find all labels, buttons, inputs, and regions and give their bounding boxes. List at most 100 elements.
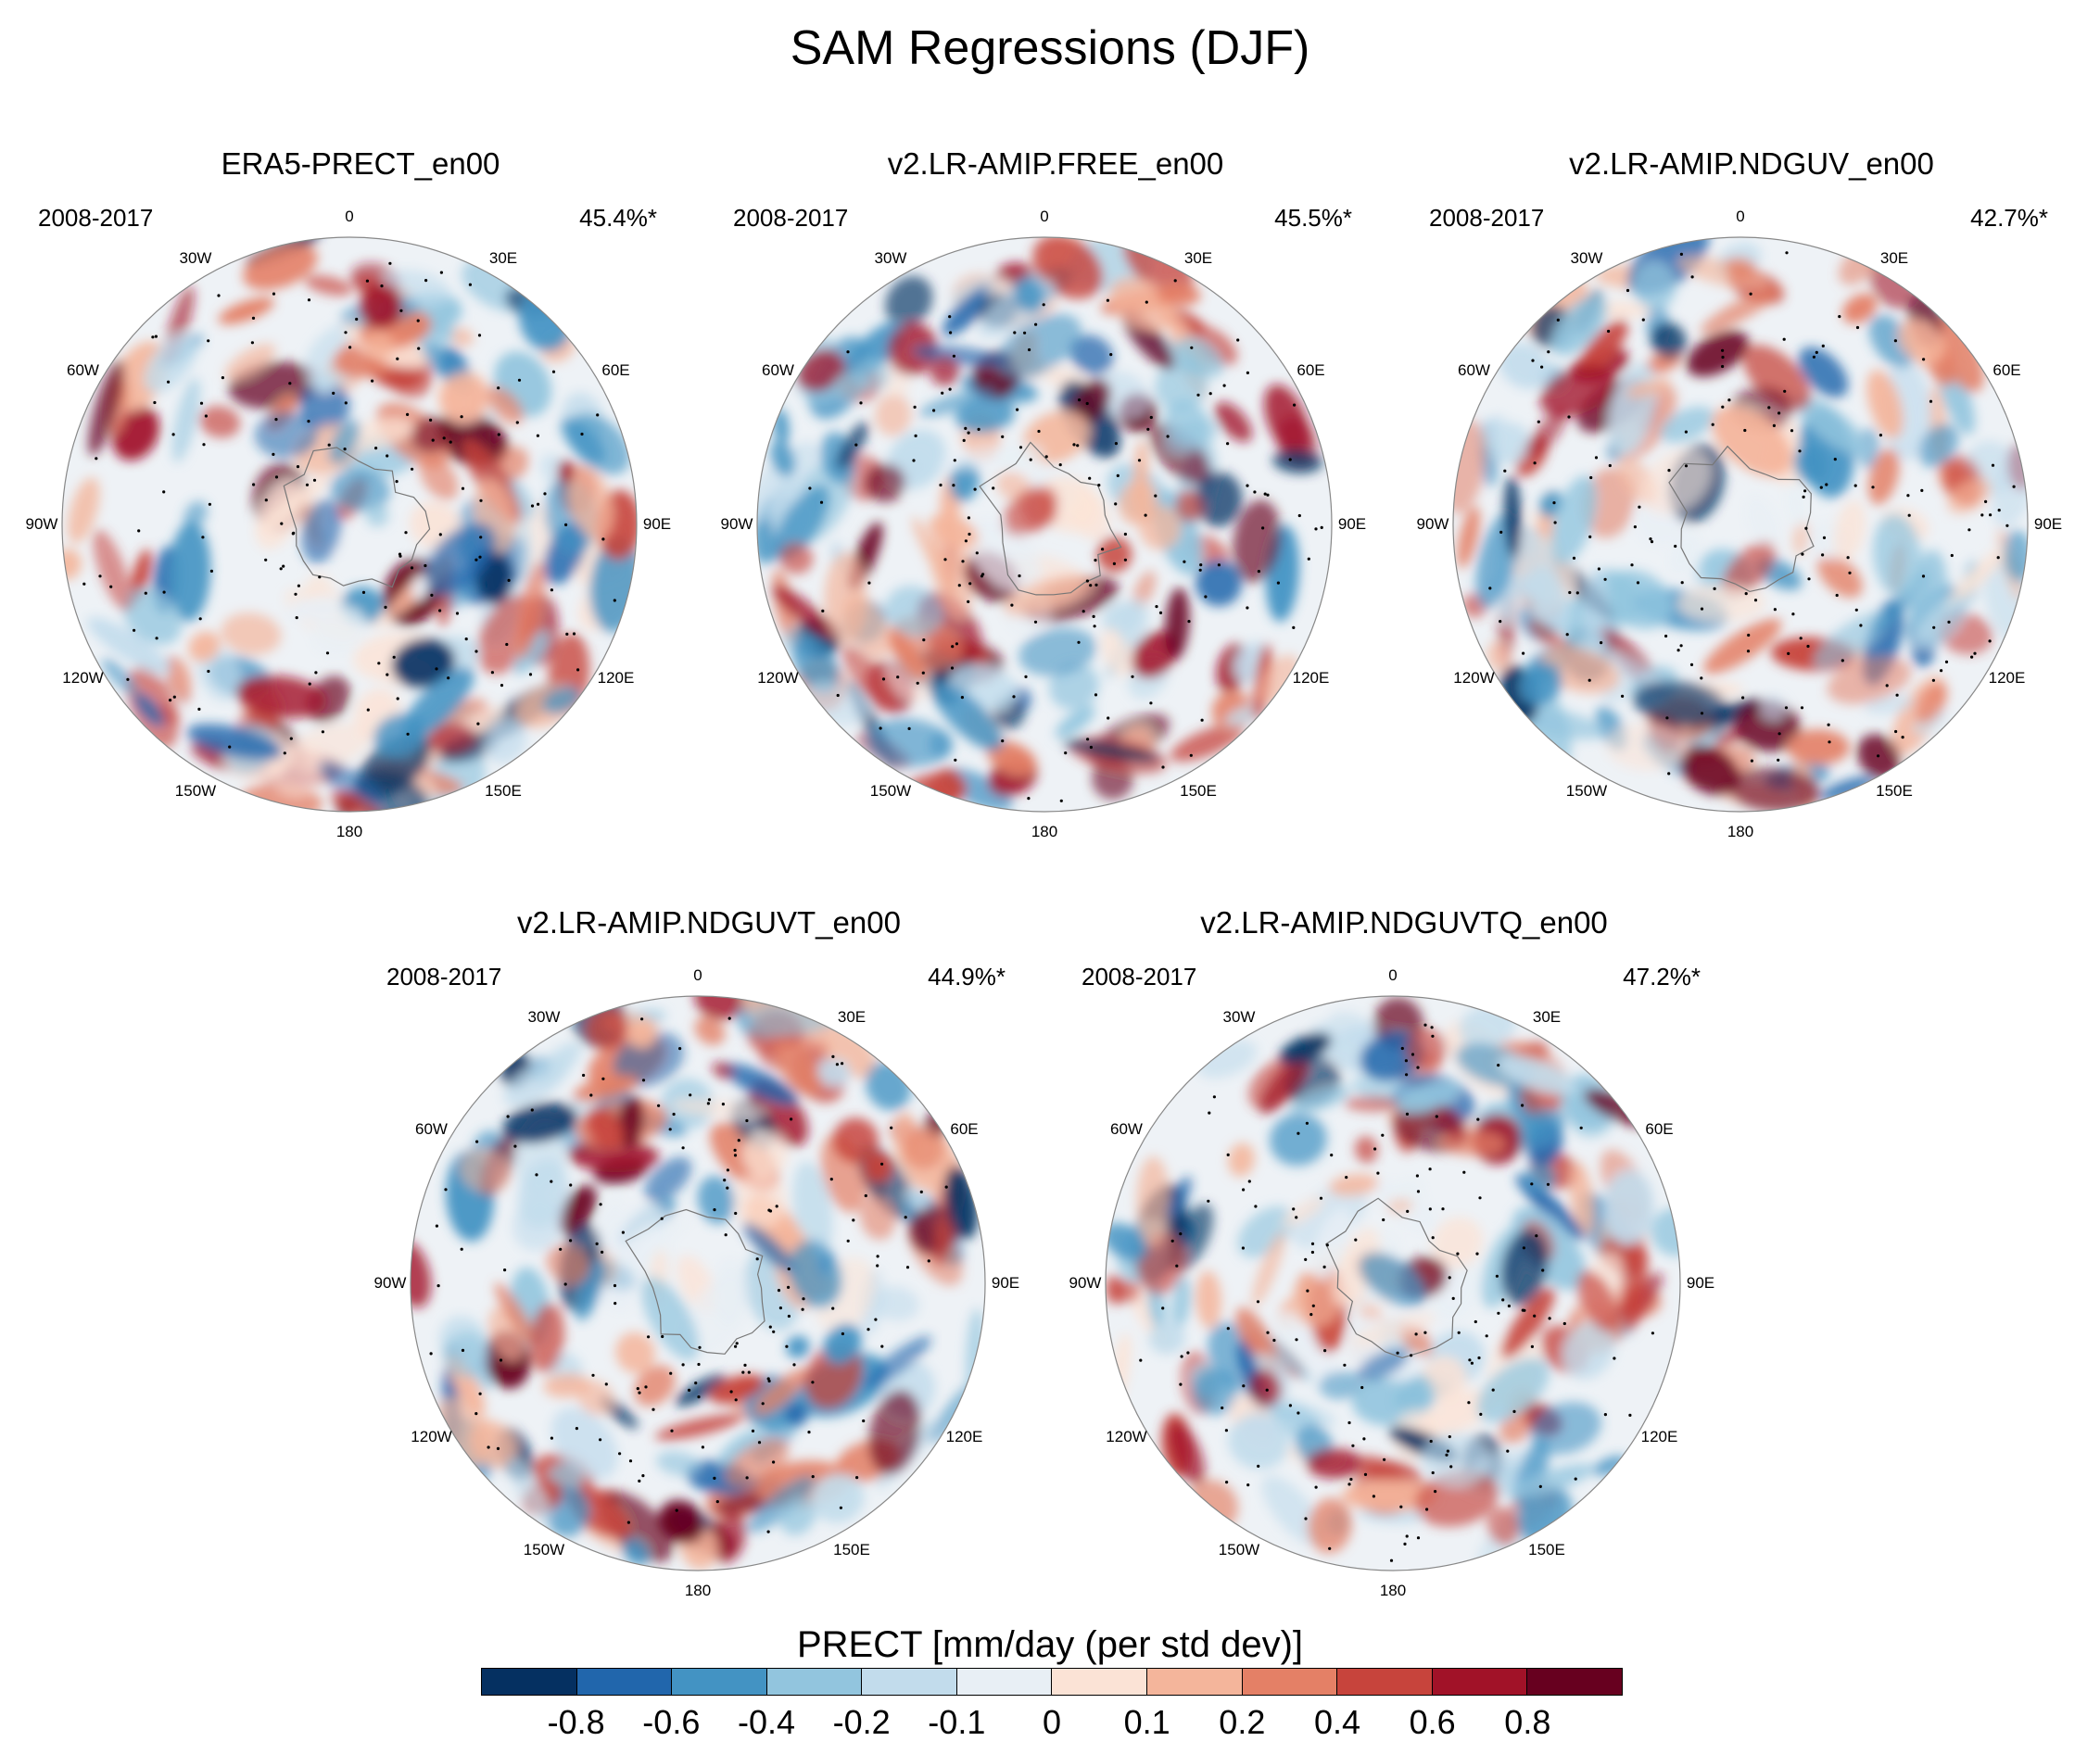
panel-title: ERA5-PRECT_en00 [221, 146, 500, 181]
longitude-label: 90E [991, 1274, 1020, 1292]
longitude-label: 150W [523, 1540, 565, 1558]
longitude-label: 60W [1458, 361, 1490, 379]
colorbar-tick-label: 0 [1042, 1703, 1062, 1741]
longitude-label: 120W [411, 1428, 452, 1445]
longitude-label: 30E [1879, 248, 1909, 267]
polar-map [1452, 236, 2029, 813]
colorbar-tick-label: 0.6 [1409, 1703, 1456, 1741]
longitude-label: 60E [1645, 1120, 1674, 1138]
longitude-label: 150W [1218, 1540, 1260, 1558]
longitude-label: 120W [757, 669, 799, 687]
colorbar-tick-label: 0.8 [1504, 1703, 1551, 1741]
colorbar-tick-label: -0.8 [547, 1703, 605, 1741]
colorbar-title: PRECT [mm/day (per std dev)] [796, 1624, 1304, 1665]
map-panel-ndguvt: v2.LR-AMIP.NDGUVT_en00 2008-2017 44.9%* … [357, 905, 1061, 1609]
longitude-label: 90W [1069, 1274, 1102, 1292]
longitude-label: 150W [174, 781, 217, 800]
longitude-label: 120E [597, 669, 635, 687]
longitude-label: 90E [1686, 1274, 1715, 1292]
longitude-label: 90W [373, 1274, 407, 1292]
colorbar [481, 1668, 1623, 1696]
panel-title: v2.LR-AMIP.NDGUV_en00 [1569, 146, 1934, 181]
longitude-label: 150E [485, 781, 522, 800]
panel-title: v2.LR-AMIP.FREE_en00 [887, 146, 1224, 181]
colorbar-tick-label: 0.2 [1219, 1703, 1266, 1741]
period-label: 2008-2017 [38, 204, 154, 232]
colorbar-swatch [672, 1669, 767, 1695]
longitude-label: 30W [1570, 248, 1603, 267]
longitude-label: 60E [1297, 361, 1325, 379]
panel-title: v2.LR-AMIP.NDGUVT_en00 [517, 905, 901, 940]
longitude-label: 120W [1453, 669, 1495, 687]
longitude-label: 30E [488, 248, 518, 267]
colorbar-swatch [576, 1669, 673, 1695]
colorbar-swatch [1432, 1669, 1528, 1695]
longitude-label: 150E [1876, 781, 1913, 800]
longitude-label: 120E [1292, 669, 1330, 687]
longitude-label: 0 [693, 966, 702, 984]
period-label: 2008-2017 [386, 963, 502, 991]
polar-map [756, 236, 1333, 813]
longitude-label: 60E [601, 361, 630, 379]
longitude-label: 30W [1222, 1007, 1256, 1026]
map-panel-ndguvtq: v2.LR-AMIP.NDGUVTQ_en00 2008-2017 47.2%*… [1052, 905, 1756, 1609]
longitude-label: 90W [1416, 515, 1449, 533]
longitude-label: 180 [1031, 823, 1058, 840]
colorbar-tick-label: -0.2 [832, 1703, 891, 1741]
longitude-label: 150W [869, 781, 912, 800]
variance-percent-label: 45.4%* [579, 204, 657, 232]
longitude-label: 0 [1388, 966, 1398, 984]
longitude-label: 0 [1040, 208, 1049, 225]
colorbar-swatch [1527, 1669, 1622, 1695]
longitude-label: 30W [874, 248, 907, 267]
period-label: 2008-2017 [1429, 204, 1545, 232]
longitude-label: 150E [1180, 781, 1217, 800]
variance-percent-label: 42.7%* [1970, 204, 2048, 232]
longitude-label: 120W [1106, 1428, 1147, 1445]
longitude-label: 150E [1528, 1540, 1565, 1558]
longitude-label: 60E [950, 1120, 979, 1138]
longitude-label: 90E [642, 515, 672, 533]
colorbar-tick-label: 0.1 [1123, 1703, 1170, 1741]
longitude-label: 30E [1183, 248, 1213, 267]
colorbar-swatch [482, 1669, 577, 1695]
colorbar-swatch [1242, 1669, 1338, 1695]
period-label: 2008-2017 [1082, 963, 1197, 991]
colorbar-tick-label: -0.4 [737, 1703, 796, 1741]
map-panel-era5: ERA5-PRECT_en00 2008-2017 45.4%* 0 30E 60E… [8, 146, 713, 851]
longitude-label: 90W [720, 515, 753, 533]
longitude-label: 60E [1992, 361, 2021, 379]
colorbar-tick-label: 0.4 [1313, 1703, 1361, 1741]
longitude-label: 120W [62, 669, 104, 687]
longitude-label: 60W [415, 1120, 448, 1138]
figure-title: SAM Regressions (DJF) [790, 21, 1310, 75]
longitude-label: 180 [684, 1582, 712, 1599]
colorbar-tick-label: -0.6 [642, 1703, 701, 1741]
polar-map [410, 995, 986, 1571]
colorbar-swatch [1052, 1669, 1148, 1695]
colorbar-swatch [766, 1669, 863, 1695]
longitude-label: 120E [1988, 669, 2026, 687]
variance-percent-label: 47.2%* [1623, 963, 1701, 991]
longitude-label: 30W [179, 248, 212, 267]
longitude-label: 30E [837, 1007, 867, 1026]
map-panel-ndguv: v2.LR-AMIP.NDGUV_en00 2008-2017 42.7%* 0… [1399, 146, 2100, 851]
period-label: 2008-2017 [733, 204, 849, 232]
longitude-label: 60W [67, 361, 99, 379]
longitude-label: 120E [1640, 1428, 1678, 1445]
colorbar-swatch [956, 1669, 1053, 1695]
colorbar-swatch [1337, 1669, 1433, 1695]
colorbar-swatch [1147, 1669, 1243, 1695]
longitude-label: 180 [1727, 823, 1754, 840]
polar-map [61, 236, 638, 813]
longitude-label: 90W [25, 515, 58, 533]
longitude-label: 180 [335, 823, 363, 840]
longitude-label: 120E [945, 1428, 983, 1445]
panel-title: v2.LR-AMIP.NDGUVTQ_en00 [1200, 905, 1608, 940]
map-panel-free: v2.LR-AMIP.FREE_en00 2008-2017 45.5%* 0 3… [703, 146, 1408, 851]
longitude-label: 0 [345, 208, 354, 225]
longitude-label: 180 [1379, 1582, 1407, 1599]
colorbar-swatch [862, 1669, 957, 1695]
longitude-label: 60W [1110, 1120, 1143, 1138]
longitude-label: 90E [1337, 515, 1367, 533]
